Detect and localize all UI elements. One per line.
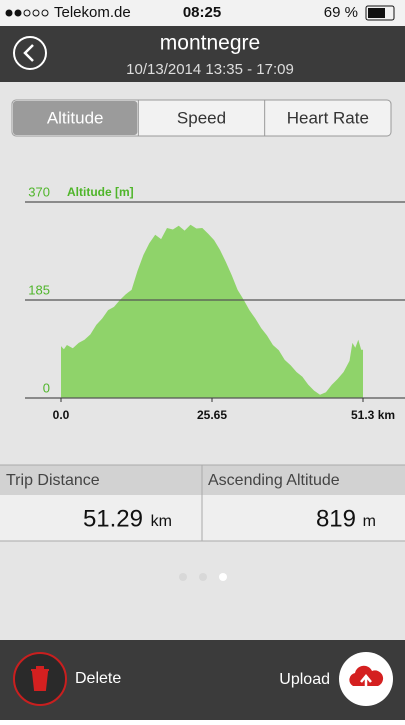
upload-label: Upload xyxy=(279,671,330,688)
stat-value: 51.29 xyxy=(83,505,143,532)
altitude-area xyxy=(61,224,363,398)
x-tick-label: 51.3 km xyxy=(351,408,395,422)
back-button[interactable] xyxy=(13,36,47,70)
upload-button[interactable]: Upload xyxy=(279,652,393,706)
back-arrow xyxy=(23,44,34,62)
y-tick-label: 370 xyxy=(28,184,50,199)
battery-text: 69 % xyxy=(324,4,358,21)
stat-unit: km xyxy=(151,513,172,530)
tab[interactable]: Altitude xyxy=(47,108,104,127)
x-tick-label: 25.65 xyxy=(197,408,227,422)
trash-icon xyxy=(31,666,49,691)
stat-unit: m xyxy=(363,513,376,530)
delete-button[interactable]: Delete xyxy=(13,652,121,706)
delete-label: Delete xyxy=(75,670,121,687)
stat-label: Trip Distance xyxy=(6,472,100,489)
carrier: Telekom.de xyxy=(54,4,131,21)
footer xyxy=(0,640,405,720)
subtitle: 10/13/2014 13:35 - 17:09 xyxy=(126,61,294,78)
x-tick-label: 0.0 xyxy=(53,408,70,422)
chart: 0 185 370 Altitude [m] 0.0 25.65 51.3 km xyxy=(25,184,405,422)
upload-arrow xyxy=(360,674,372,690)
page-dot-active xyxy=(219,573,227,581)
y-axis-label: Altitude [m] xyxy=(67,185,134,199)
battery-level xyxy=(368,8,385,18)
title: montnegre xyxy=(160,32,260,55)
tab-selected xyxy=(13,101,138,135)
signal-dots xyxy=(5,9,49,17)
clock: 08:25 xyxy=(183,4,221,21)
tab[interactable]: Speed xyxy=(177,108,226,127)
stats: Trip Distance km 51.29 Ascending Altitude m8… xyxy=(6,472,376,532)
tab[interactable]: Heart Rate xyxy=(287,108,369,127)
y-tick-label: 185 xyxy=(28,282,50,297)
segmented-control: Altitude Speed Heart Rate xyxy=(11,99,392,137)
page-dot xyxy=(199,573,207,581)
header xyxy=(0,26,405,82)
stat-value: 819 xyxy=(316,505,356,532)
page-dot xyxy=(179,573,187,581)
stat-label: Ascending Altitude xyxy=(208,472,340,489)
y-tick-label: 0 xyxy=(43,380,50,395)
status-bar xyxy=(0,0,405,26)
battery-icon xyxy=(365,5,395,21)
